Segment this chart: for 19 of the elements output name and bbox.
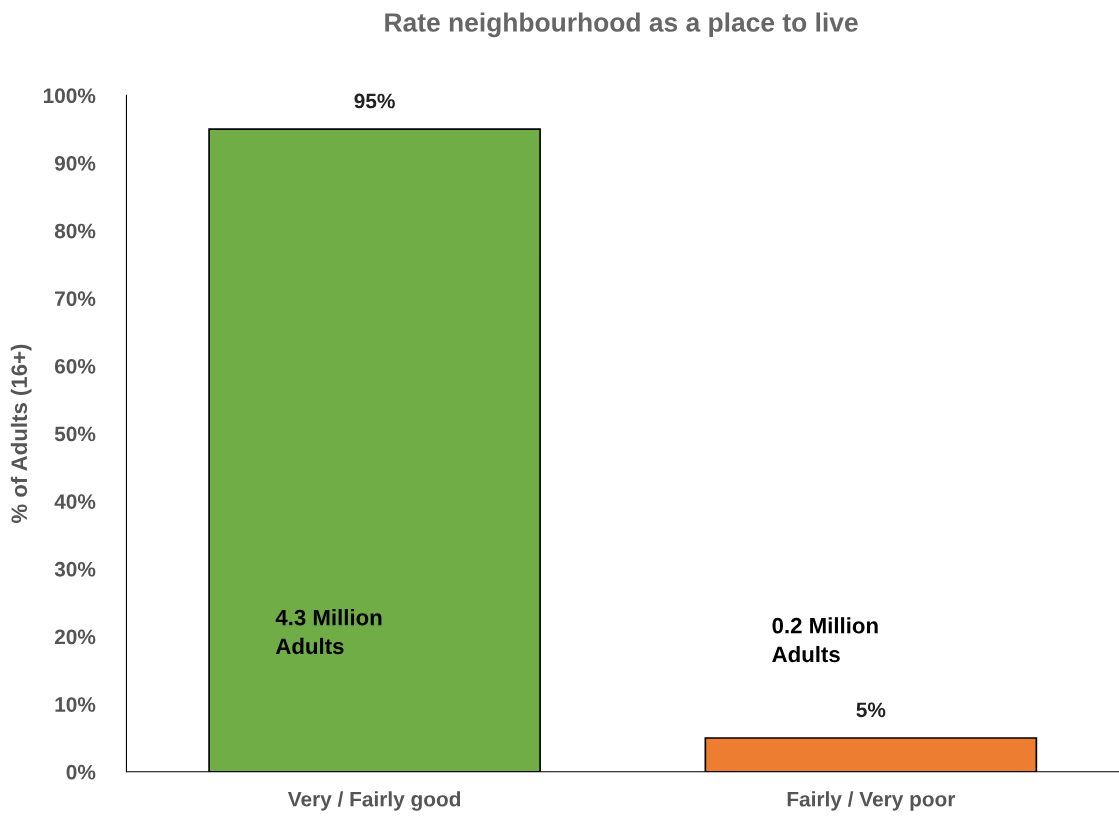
y-tick-label: 90%	[54, 155, 96, 171]
y-tick-label: 100%	[43, 88, 96, 104]
y-axis-title: % of Adults (16+)	[10, 344, 32, 524]
annotation: 4.3 Million Adults	[275, 609, 382, 655]
y-tick-label: 50%	[54, 426, 96, 442]
y-tick-label: 40%	[54, 494, 96, 509]
chart-title: Rate neighbourhood as a place to live	[385, 12, 858, 38]
data-label: 95%	[354, 93, 395, 109]
y-tick-label: 60%	[54, 358, 96, 374]
data-label: 5%	[856, 702, 886, 718]
y-tick-label: 20%	[54, 629, 96, 645]
annotation: 0.2 Million Adults	[772, 617, 878, 663]
y-tick-label: 0%	[66, 764, 96, 780]
y-tick-label: 10%	[55, 697, 96, 712]
x-tick-label: Very / Fairly good	[287, 791, 461, 811]
x-tick-label: Fairly / Very poor	[787, 791, 956, 811]
y-tick-label: 30%	[54, 561, 96, 577]
y-tick-label: 80%	[54, 223, 96, 239]
y-tick-label: 70%	[55, 291, 96, 307]
